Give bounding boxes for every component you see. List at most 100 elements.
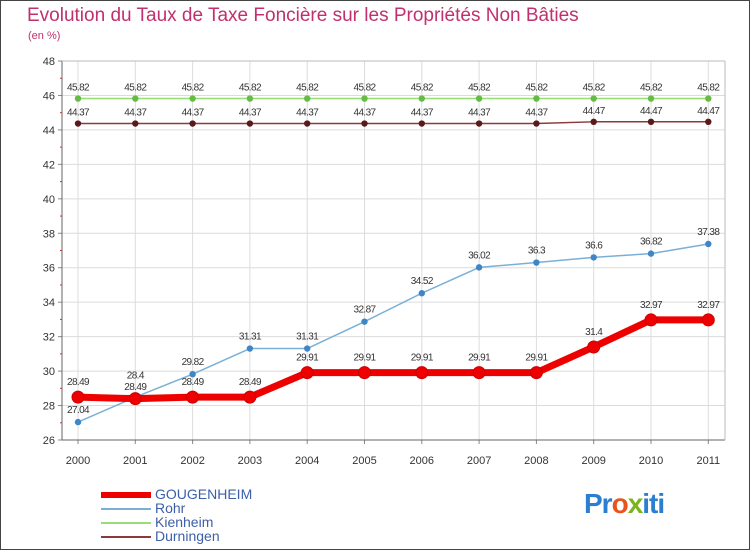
data-label-durningen: 44.37 — [239, 108, 262, 119]
series-line-gougenheim — [74, 316, 712, 403]
data-label-kienheim: 45.82 — [296, 83, 319, 94]
data-label-gougenheim: 31.4 — [585, 327, 603, 338]
data-point-rohr — [647, 250, 655, 257]
data-point-rohr — [246, 345, 254, 352]
data-point-gougenheim — [128, 392, 142, 406]
legend-label-kienheim: Kienheim — [155, 514, 214, 530]
data-label-durningen: 44.47 — [697, 106, 720, 117]
data-point-rohr — [418, 290, 425, 297]
data-label-durningen: 44.47 — [640, 106, 663, 117]
y-tick-label: 42 — [43, 159, 55, 171]
data-label-durningen: 44.37 — [124, 108, 147, 119]
data-point-gougenheim — [587, 340, 601, 354]
data-point-durningen — [304, 120, 311, 127]
data-point-rohr — [533, 259, 540, 266]
data-label-rohr: 36.82 — [640, 237, 663, 248]
y-minor-tick — [60, 284, 62, 286]
data-label-kienheim: 45.82 — [353, 83, 376, 94]
y-tick-label: 36 — [43, 263, 55, 275]
data-label-durningen: 44.47 — [583, 106, 606, 117]
data-label-durningen: 44.37 — [67, 108, 90, 119]
data-point-durningen — [705, 118, 712, 126]
data-label-rohr: 36.6 — [585, 240, 603, 251]
data-point-kienheim — [533, 95, 540, 102]
data-point-gougenheim — [415, 366, 429, 380]
x-tick-label: 2004 — [295, 455, 319, 467]
logo-part: x — [627, 488, 644, 519]
data-point-durningen — [74, 120, 82, 127]
data-label-rohr: 27.04 — [67, 405, 90, 416]
x-tick-label: 2001 — [123, 455, 147, 467]
x-tick-label: 2007 — [467, 455, 491, 467]
data-point-kienheim — [590, 95, 597, 102]
y-tick-label: 44 — [43, 125, 55, 137]
data-point-kienheim — [304, 95, 311, 102]
data-label-kienheim: 45.82 — [468, 83, 491, 94]
x-tick-label: 2006 — [410, 455, 434, 467]
x-tick-label: 2011 — [696, 455, 720, 467]
y-minor-tick — [60, 112, 62, 114]
y-minor-tick — [60, 387, 62, 389]
data-label-rohr: 32.87 — [353, 305, 376, 316]
legend-swatch-durningen — [101, 536, 151, 538]
y-tick-label: 48 — [43, 56, 55, 68]
data-point-durningen — [418, 120, 425, 127]
data-point-gougenheim — [472, 366, 486, 380]
data-label-gougenheim: 28.49 — [182, 377, 205, 388]
y-minor-tick — [60, 215, 62, 217]
data-label-kienheim: 45.82 — [640, 83, 663, 94]
data-point-rohr — [189, 370, 196, 378]
data-label-durningen: 44.37 — [353, 108, 376, 119]
data-label-durningen: 44.37 — [182, 108, 205, 119]
data-point-kienheim — [705, 95, 712, 102]
data-point-rohr — [361, 318, 368, 325]
data-point-gougenheim — [71, 390, 85, 404]
data-point-kienheim — [475, 95, 483, 102]
y-tick-label: 26 — [43, 435, 55, 447]
data-point-rohr — [705, 240, 712, 248]
x-tick-label: 2009 — [581, 455, 605, 467]
data-label-durningen: 44.37 — [411, 108, 434, 119]
y-minor-tick — [60, 318, 62, 320]
y-minor-tick — [60, 77, 62, 79]
data-point-rohr — [590, 254, 597, 261]
y-tick-label: 28 — [43, 401, 55, 413]
data-label-gougenheim: 28.49 — [239, 377, 262, 388]
data-point-gougenheim — [701, 313, 715, 327]
data-label-gougenheim: 29.91 — [296, 353, 319, 364]
legend-swatch-kienheim — [101, 522, 151, 524]
y-tick-label: 30 — [43, 366, 55, 378]
data-label-rohr: 31.31 — [296, 332, 319, 343]
data-point-gougenheim — [300, 366, 314, 380]
data-point-rohr — [475, 264, 483, 271]
x-tick-label: 2005 — [352, 455, 376, 467]
data-label-kienheim: 45.82 — [583, 83, 606, 94]
data-label-rohr: 28.49 — [124, 382, 147, 393]
legend-swatch-gougenheim — [101, 492, 151, 498]
data-point-kienheim — [189, 95, 196, 102]
data-point-durningen — [189, 120, 196, 127]
y-minor-tick — [60, 146, 62, 148]
legend-swatch-rohr — [101, 508, 151, 510]
data-point-gougenheim — [529, 366, 543, 380]
data-label-kienheim: 45.82 — [67, 83, 90, 94]
data-point-kienheim — [74, 95, 82, 102]
legend-label-durningen: Durningen — [155, 528, 220, 544]
data-point-gougenheim — [186, 390, 200, 404]
chart-unit: (en %) — [28, 30, 61, 42]
y-tick-label: 32 — [43, 332, 55, 344]
y-tick-label: 34 — [43, 297, 55, 309]
data-point-durningen — [246, 120, 254, 127]
data-label-gougenheim: 32.97 — [640, 300, 663, 311]
y-minor-tick — [60, 353, 62, 355]
data-label-kienheim: 45.82 — [239, 83, 262, 94]
data-label-kienheim: 45.82 — [124, 83, 147, 94]
data-point-durningen — [132, 120, 139, 127]
data-point-kienheim — [361, 95, 368, 102]
series-line-rohr — [77, 243, 710, 423]
data-label-kienheim: 45.82 — [697, 83, 720, 94]
y-tick-label: 38 — [43, 228, 55, 240]
logo-part: Pr — [584, 488, 613, 519]
